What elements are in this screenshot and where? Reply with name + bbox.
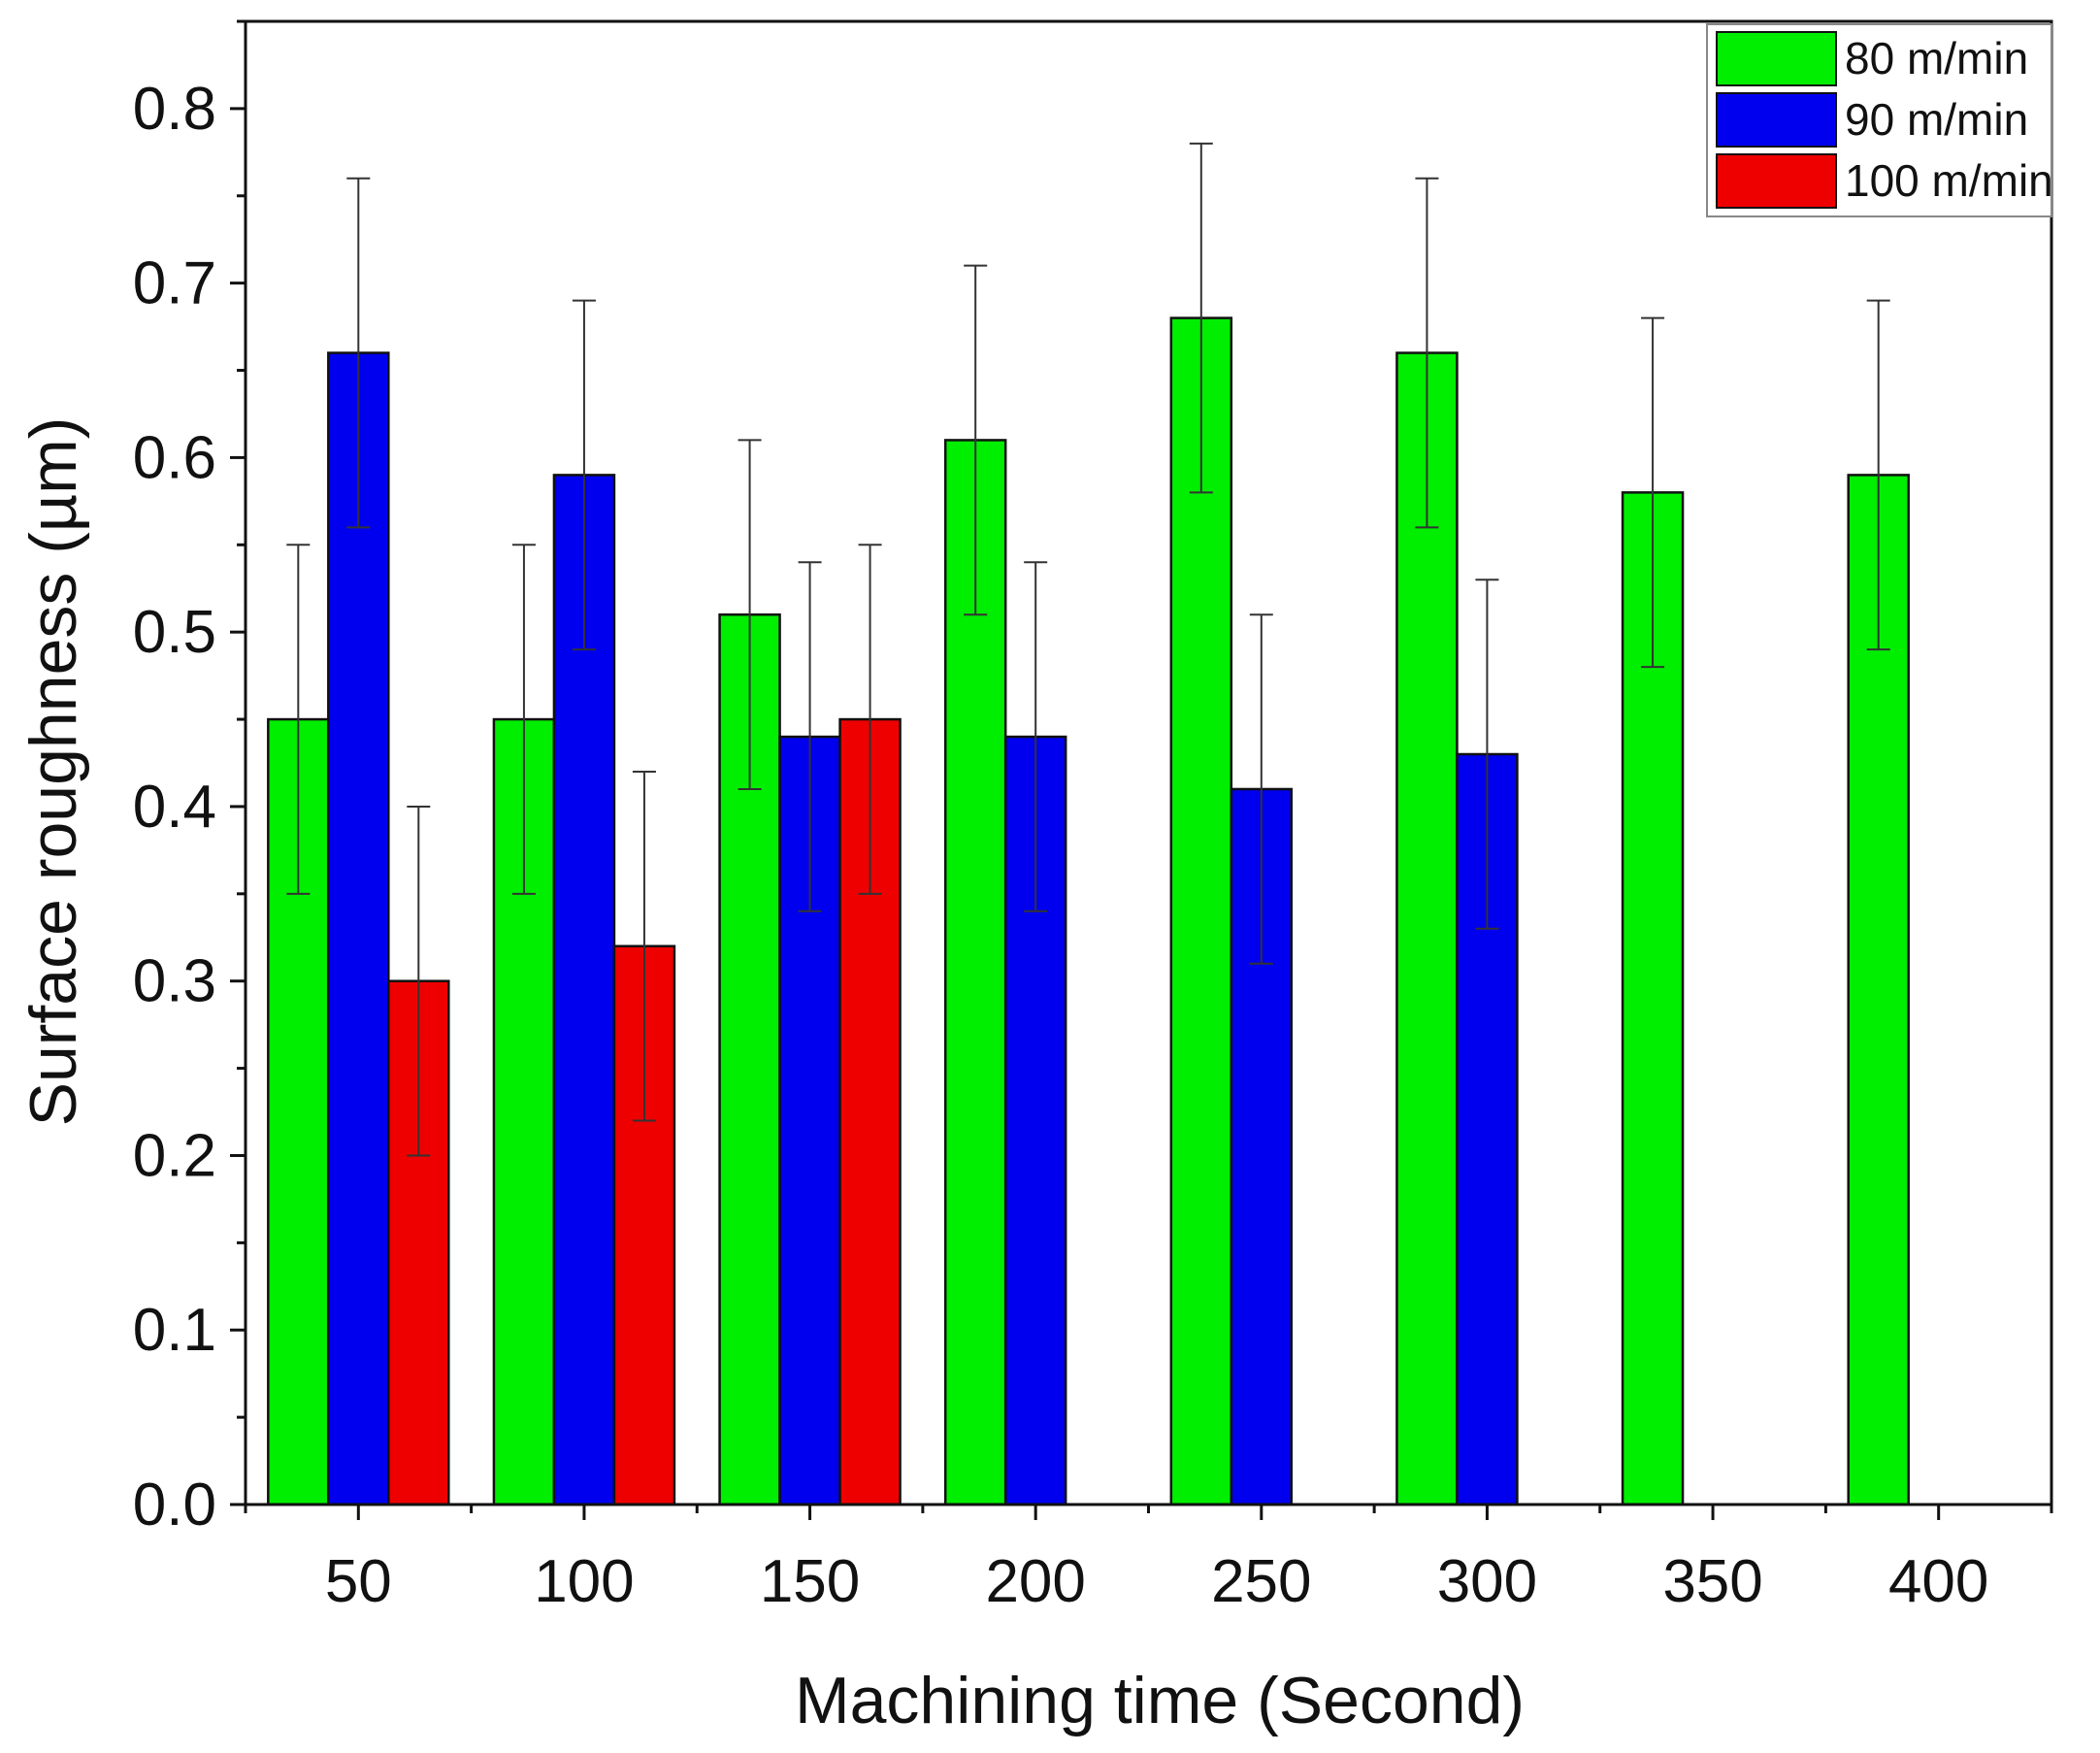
error-bar-80-m-min-200	[964, 264, 988, 616]
bar-90-m-min-50	[327, 351, 390, 1506]
x-tick-label: 250	[1211, 1548, 1311, 1615]
y-tick-label: 0.8	[133, 76, 216, 143]
x-tick-label: 150	[760, 1548, 860, 1615]
error-bar-80-m-min-250	[1189, 142, 1213, 494]
x-tick-label: 50	[325, 1548, 392, 1615]
y-tick-label: 0.4	[133, 774, 216, 841]
error-bar-90-m-min-150	[798, 561, 822, 912]
y-tick-label: 0.2	[133, 1122, 216, 1189]
bars-layer	[267, 316, 1910, 1506]
error-bar-80-m-min-50	[286, 544, 311, 895]
y-axis-title: Surface roughness (µm)	[16, 417, 90, 1127]
error-bar-90-m-min-100	[572, 299, 596, 651]
error-bar-80-m-min-300	[1415, 177, 1439, 529]
error-bar-80-m-min-100	[511, 544, 536, 895]
y-tick-label: 0.0	[133, 1472, 216, 1538]
y-tick-label: 0.5	[133, 599, 216, 666]
legend-label-90-m-min: 90 m/min	[1845, 94, 2028, 145]
legend: 80 m/min 90 m/min 100 m/min	[1706, 23, 2053, 217]
y-tick-label: 0.6	[133, 424, 216, 491]
x-tick-label: 100	[534, 1548, 634, 1615]
legend-swatch-100-m-min	[1716, 153, 1837, 209]
x-tick-label: 350	[1662, 1548, 1762, 1615]
error-bar-100-m-min-150	[858, 544, 882, 895]
error-bar-100-m-min-50	[407, 805, 431, 1157]
x-axis-title: Machining time (Second)	[795, 1664, 1525, 1737]
error-bar-90-m-min-200	[1024, 561, 1048, 912]
y-tick-label: 0.7	[133, 250, 216, 317]
error-bar-100-m-min-100	[632, 770, 656, 1122]
error-bar-90-m-min-50	[346, 177, 371, 529]
error-bars-layer	[286, 142, 1890, 1157]
legend-label-100-m-min: 100 m/min	[1845, 155, 2053, 206]
x-tick-label: 300	[1437, 1548, 1537, 1615]
axes-layer: 0.0 0.1 0.2 0.3 0.4 0.5 0.6 0.7 0.8 50 100 150 200 25…	[133, 19, 2053, 1615]
error-bar-90-m-min-250	[1249, 613, 1273, 965]
legend-label-80-m-min: 80 m/min	[1845, 33, 2028, 83]
error-bar-90-m-min-300	[1475, 579, 1499, 930]
error-bar-80-m-min-150	[738, 439, 762, 790]
legend-swatch-80-m-min	[1716, 31, 1837, 86]
y-tick-label: 0.3	[133, 948, 216, 1015]
x-tick-label: 200	[985, 1548, 1085, 1615]
legend-swatch-90-m-min	[1716, 92, 1837, 148]
x-tick-label: 400	[1888, 1548, 1988, 1615]
y-tick-label: 0.1	[133, 1297, 216, 1364]
error-bar-80-m-min-400	[1866, 299, 1890, 651]
bar-80-m-min-250	[1169, 316, 1233, 1506]
error-bar-80-m-min-350	[1641, 316, 1665, 669]
